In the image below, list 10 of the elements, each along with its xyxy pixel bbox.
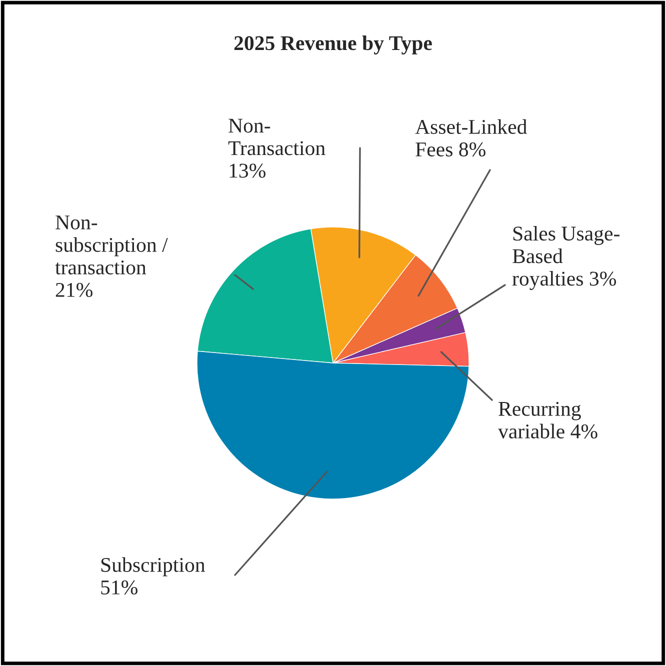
chart-title: 2025 Revenue by Type xyxy=(234,36,432,54)
slice-label: Non-subscription / transaction xyxy=(55,216,168,274)
slice-label: Sales Usage-Based royalties 3% xyxy=(512,226,620,290)
slice-label: Non-Transaction xyxy=(228,118,326,156)
data-label: 51% xyxy=(101,580,138,595)
data-label: 13% xyxy=(230,164,266,178)
slice-label: Subscription xyxy=(101,557,206,576)
data-label: 21% xyxy=(56,282,92,298)
slice-label: Recurring variable 4% xyxy=(498,402,598,439)
slice-label: Asset-Linked Fees 8% xyxy=(415,119,527,157)
